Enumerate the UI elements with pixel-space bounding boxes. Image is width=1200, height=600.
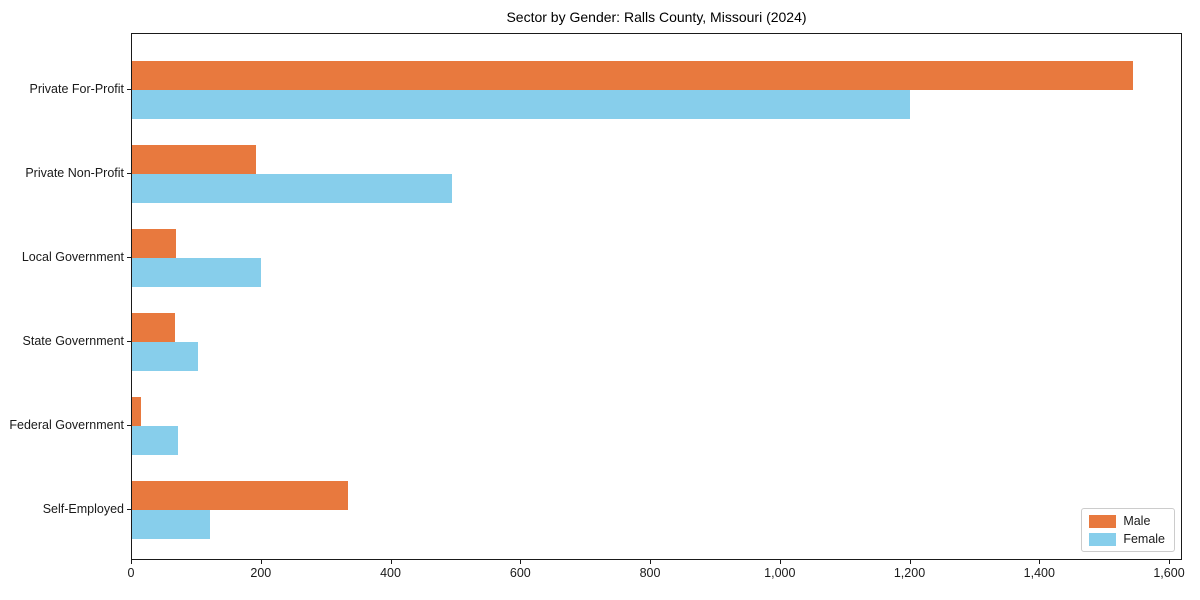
bar-male-local-government bbox=[132, 229, 176, 258]
y-tick-self-employed bbox=[127, 509, 131, 510]
x-tick-label-1,600: 1,600 bbox=[1153, 566, 1185, 580]
y-axis-label-self-employed: Self-Employed bbox=[42, 502, 124, 516]
bar-male-federal-government bbox=[132, 397, 142, 426]
legend-row-female: Female bbox=[1089, 532, 1165, 546]
y-tick-private-non-profit bbox=[127, 173, 131, 174]
bar-female-state-government bbox=[132, 342, 199, 371]
bar-female-private-non-profit bbox=[132, 174, 452, 203]
x-tick-label-1,200: 1,200 bbox=[893, 566, 926, 580]
x-tick-label-200: 200 bbox=[250, 566, 272, 580]
x-tick-600 bbox=[520, 560, 522, 564]
bar-male-private-for-profit bbox=[132, 61, 1133, 90]
bar-male-state-government bbox=[132, 313, 175, 342]
x-tick-label-1,000: 1,000 bbox=[764, 566, 796, 580]
legend-row-male: Male bbox=[1089, 514, 1165, 528]
y-axis-label-federal-government: Federal Government bbox=[9, 418, 124, 432]
bar-female-federal-government bbox=[132, 426, 179, 455]
y-tick-private-for-profit bbox=[127, 89, 131, 90]
y-tick-state-government bbox=[127, 341, 131, 342]
x-tick-label-800: 800 bbox=[639, 566, 661, 580]
x-tick-400 bbox=[390, 560, 392, 564]
x-tick-800 bbox=[650, 560, 651, 564]
plot-area: Male Female bbox=[131, 33, 1182, 560]
x-tick-1,000 bbox=[779, 560, 781, 564]
legend-swatch-male bbox=[1089, 514, 1117, 528]
y-axis-label-private-for-profit: Private For-Profit bbox=[29, 82, 124, 96]
bar-male-private-non-profit bbox=[132, 145, 256, 174]
x-tick-label-400: 400 bbox=[380, 566, 401, 580]
x-tick-1,600 bbox=[1169, 560, 1170, 564]
x-tick-label-0: 0 bbox=[127, 566, 135, 580]
y-axis-label-private-non-profit: Private Non-Profit bbox=[25, 166, 124, 180]
y-tick-local-government bbox=[127, 257, 131, 258]
y-axis-label-local-government: Local Government bbox=[21, 250, 124, 264]
x-tick-label-1,400: 1,400 bbox=[1023, 566, 1055, 580]
bar-female-private-for-profit bbox=[132, 90, 910, 119]
legend: Male Female bbox=[1081, 508, 1175, 552]
x-tick-1,200 bbox=[909, 560, 911, 564]
bar-female-local-government bbox=[132, 258, 262, 287]
x-tick-200 bbox=[260, 560, 262, 564]
x-tick-0 bbox=[131, 560, 132, 564]
y-axis-label-state-government: State Government bbox=[22, 334, 124, 348]
bar-male-self-employed bbox=[132, 481, 348, 510]
legend-swatch-female bbox=[1089, 532, 1117, 546]
y-tick-federal-government bbox=[127, 425, 131, 426]
bar-female-self-employed bbox=[132, 510, 210, 539]
legend-label-female: Female bbox=[1123, 532, 1165, 546]
x-tick-label-600: 600 bbox=[509, 566, 531, 580]
chart-title: Sector by Gender: Ralls County, Missouri… bbox=[506, 9, 807, 25]
x-tick-1,400 bbox=[1039, 560, 1041, 564]
legend-label-male: Male bbox=[1123, 514, 1151, 528]
